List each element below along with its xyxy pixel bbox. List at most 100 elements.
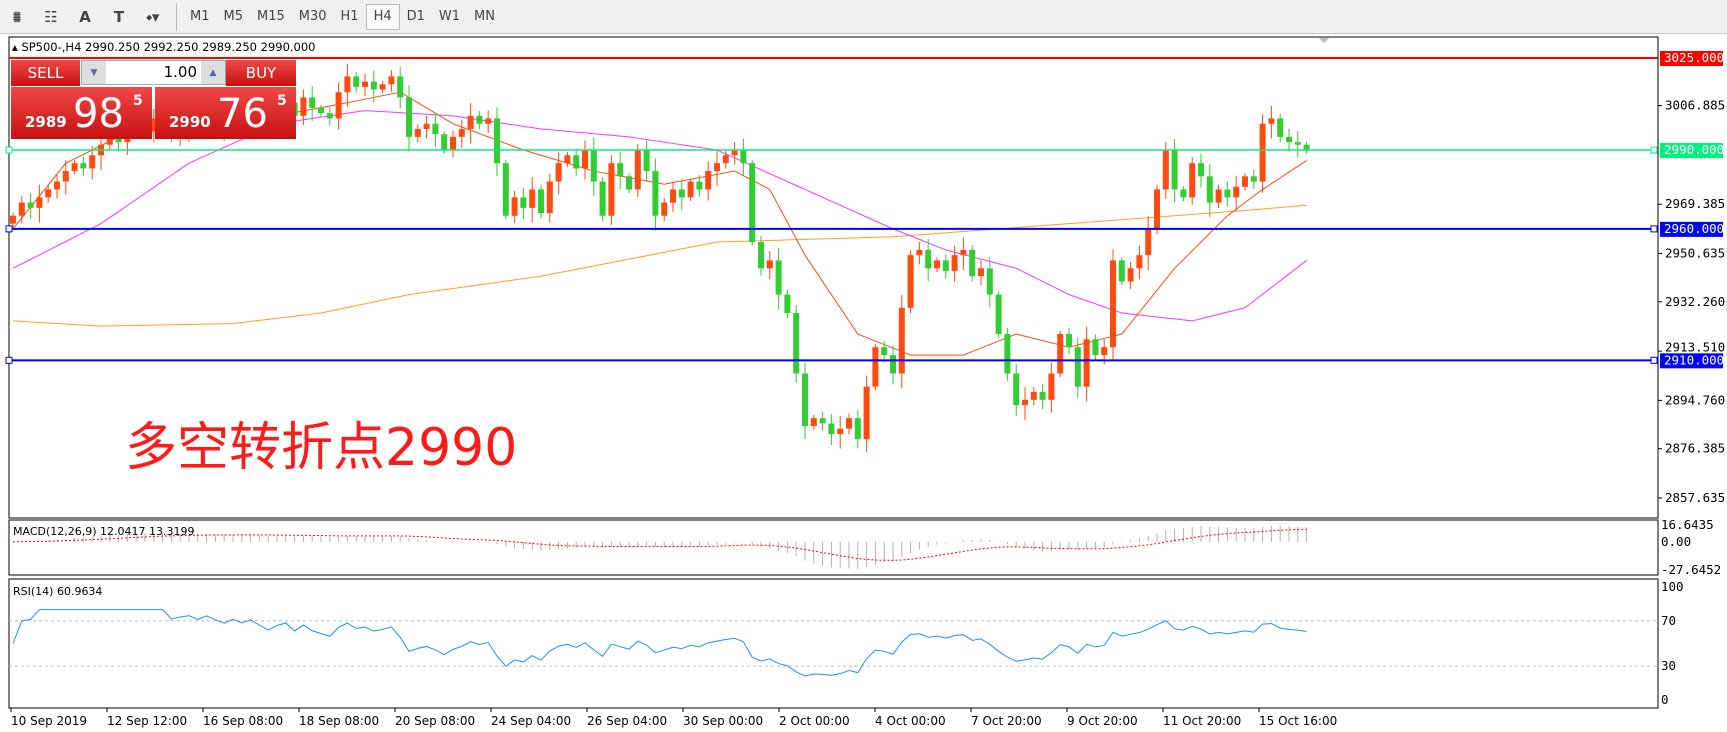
candle-body <box>441 134 448 151</box>
candle <box>766 250 773 280</box>
candle <box>423 115 430 139</box>
candle <box>1066 327 1072 355</box>
candle-body <box>661 202 668 216</box>
indicators-icon[interactable]: ⩩ <box>12 7 21 26</box>
buy-price-fraction: 5 <box>277 93 287 109</box>
lot-decrease-icon[interactable]: ▼ <box>82 61 106 84</box>
price-axis-label: 2969.385 <box>1665 196 1725 211</box>
candle-body <box>907 255 914 308</box>
candle-body <box>1215 189 1222 203</box>
moving-average-mid <box>12 110 1307 322</box>
candle <box>854 410 861 449</box>
candle-body <box>652 171 659 216</box>
timeframe-m15[interactable]: M15 <box>257 9 285 24</box>
candle-body <box>705 171 712 190</box>
candle-body <box>62 171 69 182</box>
candle-body <box>1030 391 1037 400</box>
buy-button[interactable]: BUY <box>226 60 296 86</box>
candle <box>661 197 668 222</box>
buy-price-button[interactable]: 2990 76 5 <box>155 87 296 139</box>
lot-increase-icon[interactable]: ▲ <box>201 61 225 84</box>
candle-body <box>106 136 113 145</box>
candle-body <box>863 386 870 440</box>
level-price-label: 2960.000 <box>1664 221 1724 236</box>
level-handle <box>1650 225 1658 233</box>
candle <box>1083 326 1090 402</box>
candle-body <box>890 355 896 374</box>
lot-size-input[interactable]: 1.00 <box>163 63 197 81</box>
toolbar-divider <box>176 2 177 31</box>
candle-body <box>793 313 800 374</box>
candle-body <box>10 215 16 224</box>
candle <box>1233 175 1240 211</box>
candle <box>1286 128 1292 152</box>
candle <box>379 81 386 94</box>
candle-body <box>564 155 571 164</box>
candle-body <box>406 97 412 137</box>
timeframe-w1[interactable]: W1 <box>438 9 461 24</box>
timeframe-m1[interactable]: M1 <box>190 9 210 24</box>
timeframe-mn[interactable]: MN <box>474 9 495 24</box>
candle <box>617 152 624 190</box>
candle <box>476 111 483 130</box>
candle-body <box>854 418 861 440</box>
candle <box>1110 249 1116 361</box>
candle <box>1048 362 1055 413</box>
candle <box>1154 184 1160 235</box>
macd-pane <box>8 519 1659 576</box>
text-icon[interactable]: A <box>79 7 91 26</box>
candle <box>467 103 474 144</box>
candle <box>432 112 439 148</box>
candle-body <box>485 118 492 124</box>
candle <box>494 107 500 177</box>
level-price-tag <box>1660 143 1723 159</box>
candle <box>978 260 984 286</box>
candle-body <box>432 123 439 135</box>
periods-separator-icon[interactable]: ☷ <box>44 7 58 26</box>
time-axis-label: 24 Sep 04:00 <box>491 714 571 728</box>
candle <box>62 160 69 195</box>
timeframe-m5[interactable]: M5 <box>223 9 244 24</box>
candle <box>1004 327 1011 381</box>
sell-price-button[interactable]: 2989 98 5 <box>11 87 152 139</box>
candle <box>907 250 914 314</box>
candle <box>1039 383 1046 409</box>
time-axis-label: 30 Sep 00:00 <box>683 714 763 728</box>
rsi-label: RSI(14) 60.9634 <box>13 585 103 598</box>
candle <box>370 70 377 103</box>
time-axis-label: 16 Sep 08:00 <box>203 714 283 728</box>
timeframe-m30[interactable]: M30 <box>298 9 327 24</box>
candle <box>652 158 659 231</box>
timeframe-d1[interactable]: D1 <box>406 9 425 24</box>
level-handle <box>5 356 13 364</box>
lot-size-stepper[interactable]: ▼ 1.00 ▲ <box>81 60 226 85</box>
candle-body <box>1022 399 1028 406</box>
candle <box>582 140 588 180</box>
candle-body <box>731 150 738 156</box>
candle-body <box>335 92 342 119</box>
timeframe-h1[interactable]: H1 <box>340 9 359 24</box>
candle <box>599 176 606 222</box>
symbol-ohlc: SP500-,H4 2990.250 2992.250 2989.250 299… <box>21 40 316 54</box>
candle-body <box>344 76 351 93</box>
arrows-dropdown-icon[interactable]: ⬩▾ <box>146 7 160 26</box>
timeframe-h4[interactable]: H4 <box>365 3 400 30</box>
candle <box>740 138 747 177</box>
text-label-icon[interactable]: T <box>113 7 125 26</box>
time-axis-label: 9 Oct 20:00 <box>1067 714 1138 728</box>
candle <box>45 184 52 203</box>
candle-body <box>379 84 386 90</box>
level-handle <box>1650 146 1658 154</box>
candle-body <box>617 163 624 177</box>
sell-button[interactable]: SELL <box>11 60 81 86</box>
candle-body <box>1242 176 1248 187</box>
candle <box>863 375 870 453</box>
candle-body <box>150 118 157 132</box>
level-handle <box>5 225 13 233</box>
candle <box>687 178 694 202</box>
buy-price-pips: 76 <box>217 91 268 137</box>
candle-body <box>828 423 835 434</box>
candle-body <box>784 294 791 314</box>
candle <box>916 242 923 265</box>
